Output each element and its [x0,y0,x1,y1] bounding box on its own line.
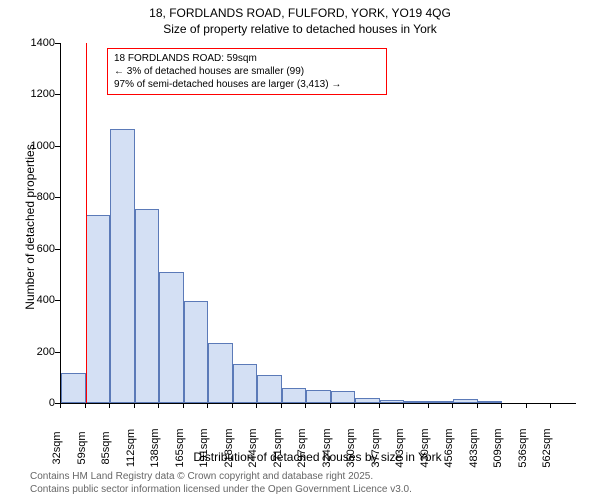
histogram-bar [331,391,356,403]
histogram-bar [159,272,184,403]
chart-container: 18, FORDLANDS ROAD, FULFORD, YORK, YO19 … [0,0,600,500]
x-tick-label: 138sqm [149,428,161,467]
chart-title-sub: Size of property relative to detached ho… [0,22,600,36]
y-tick-mark [55,146,60,147]
x-tick-label: 191sqm [198,428,210,467]
x-tick-mark [232,403,233,408]
x-tick-mark [207,403,208,408]
x-tick-mark [158,403,159,408]
x-tick-label: 165sqm [174,428,186,467]
y-tick-label: 1400 [15,37,55,49]
info-box: 18 FORDLANDS ROAD: 59sqm ← 3% of detache… [107,48,387,95]
x-tick-label: 536sqm [517,428,529,467]
footer-line-2: Contains public sector information licen… [30,483,412,496]
x-tick-mark [183,403,184,408]
x-tick-mark [452,403,453,408]
histogram-bar [184,301,209,403]
x-tick-label: 562sqm [541,428,553,467]
x-tick-mark [379,403,380,408]
x-tick-label: 377sqm [370,428,382,467]
x-tick-mark [85,403,86,408]
y-tick-label: 800 [15,191,55,203]
y-tick-mark [55,43,60,44]
x-tick-mark [281,403,282,408]
x-tick-label: 218sqm [223,428,235,467]
x-tick-mark [477,403,478,408]
histogram-bar [429,401,454,403]
histogram-bar [282,388,307,403]
x-tick-label: 430sqm [419,428,431,467]
info-box-line-2: ← 3% of detached houses are smaller (99) [114,65,380,78]
x-tick-mark [501,403,502,408]
histogram-bar [233,364,258,403]
y-tick-label: 1000 [15,140,55,152]
histogram-bar [380,400,405,403]
x-tick-label: 456sqm [443,428,455,467]
histogram-bar [208,343,233,403]
y-tick-mark [55,249,60,250]
histogram-bar [61,373,86,403]
x-tick-mark [60,403,61,408]
y-tick-label: 200 [15,346,55,358]
histogram-bar [135,209,160,403]
x-tick-label: 32sqm [51,431,63,464]
y-tick-mark [55,300,60,301]
x-tick-mark [550,403,551,408]
marker-line [86,43,87,403]
x-tick-label: 85sqm [100,431,112,464]
x-tick-label: 403sqm [394,428,406,467]
histogram-bar [86,215,111,403]
footer-line-1: Contains HM Land Registry data © Crown c… [30,470,412,483]
y-tick-label: 1200 [15,88,55,100]
info-box-line-1: 18 FORDLANDS ROAD: 59sqm [114,52,380,65]
histogram-bar [478,401,503,403]
y-tick-mark [55,94,60,95]
x-tick-label: 509sqm [492,428,504,467]
y-tick-label: 400 [15,294,55,306]
plot-area: 18 FORDLANDS ROAD: 59sqm ← 3% of detache… [60,43,576,404]
y-tick-label: 600 [15,243,55,255]
x-tick-label: 324sqm [321,428,333,467]
footer: Contains HM Land Registry data © Crown c… [30,470,412,496]
x-tick-mark [354,403,355,408]
histogram-bar [453,399,478,403]
x-tick-label: 297sqm [296,428,308,467]
histogram-bar [404,401,429,403]
x-tick-mark [526,403,527,408]
histogram-bar [355,398,380,403]
x-tick-mark [109,403,110,408]
chart-title-main: 18, FORDLANDS ROAD, FULFORD, YORK, YO19 … [0,6,600,20]
y-tick-mark [55,197,60,198]
histogram-bar [306,390,331,403]
histogram-bar [110,129,135,403]
x-tick-mark [256,403,257,408]
x-tick-mark [134,403,135,408]
histogram-bar [257,375,282,403]
x-tick-label: 483sqm [468,428,480,467]
x-tick-label: 244sqm [247,428,259,467]
y-tick-label: 0 [15,397,55,409]
info-box-line-3: 97% of semi-detached houses are larger (… [114,78,380,91]
y-tick-mark [55,352,60,353]
x-tick-label: 112sqm [125,429,137,467]
x-tick-mark [403,403,404,408]
x-tick-mark [330,403,331,408]
x-tick-label: 350sqm [345,428,357,467]
x-tick-label: 271sqm [272,428,284,467]
x-tick-label: 59sqm [76,431,88,464]
x-tick-mark [428,403,429,408]
x-tick-mark [305,403,306,408]
